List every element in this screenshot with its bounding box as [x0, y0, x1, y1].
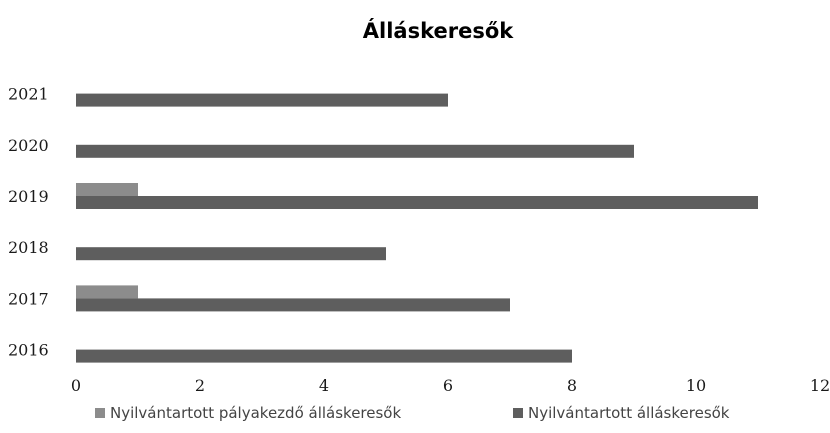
y-axis-ticks: 2016 2017 2018 2019 2020 2021 [8, 85, 49, 360]
bars [76, 93, 758, 363]
y-tick-label: 2020 [8, 136, 49, 155]
y-tick-label: 2018 [8, 238, 49, 257]
x-tick-label: 8 [567, 376, 577, 395]
x-tick-label: 6 [443, 376, 453, 395]
x-tick-label: 12 [810, 376, 830, 395]
bar-palyakezdo [76, 285, 138, 299]
y-tick-label: 2021 [8, 85, 49, 104]
x-tick-label: 2 [195, 376, 205, 395]
y-tick-label: 2016 [8, 341, 49, 360]
legend-swatch [95, 408, 105, 418]
bar-allaskereso [76, 93, 448, 107]
legend: Nyilvántartott pályakezdő álláskeresők Ny… [95, 404, 730, 422]
bar-allaskereso [76, 349, 572, 363]
bar-allaskereso [76, 298, 510, 312]
legend-swatch [513, 408, 523, 418]
legend-label: Nyilvántartott álláskeresők [528, 404, 730, 422]
bar-allaskereso [76, 144, 634, 158]
bar-allaskereso [76, 196, 758, 209]
x-tick-label: 10 [686, 376, 706, 395]
y-tick-label: 2019 [8, 187, 49, 206]
legend-label: Nyilvántartott pályakezdő álláskeresők [110, 404, 401, 422]
y-tick-label: 2017 [8, 289, 49, 308]
chart-title: Álláskeresők [363, 18, 514, 43]
x-tick-label: 0 [71, 376, 81, 395]
bar-palyakezdo [76, 183, 138, 196]
x-tick-label: 4 [319, 376, 329, 395]
bar-allaskereso [76, 247, 386, 261]
x-axis-ticks: 0 2 4 6 8 10 12 [71, 376, 830, 395]
